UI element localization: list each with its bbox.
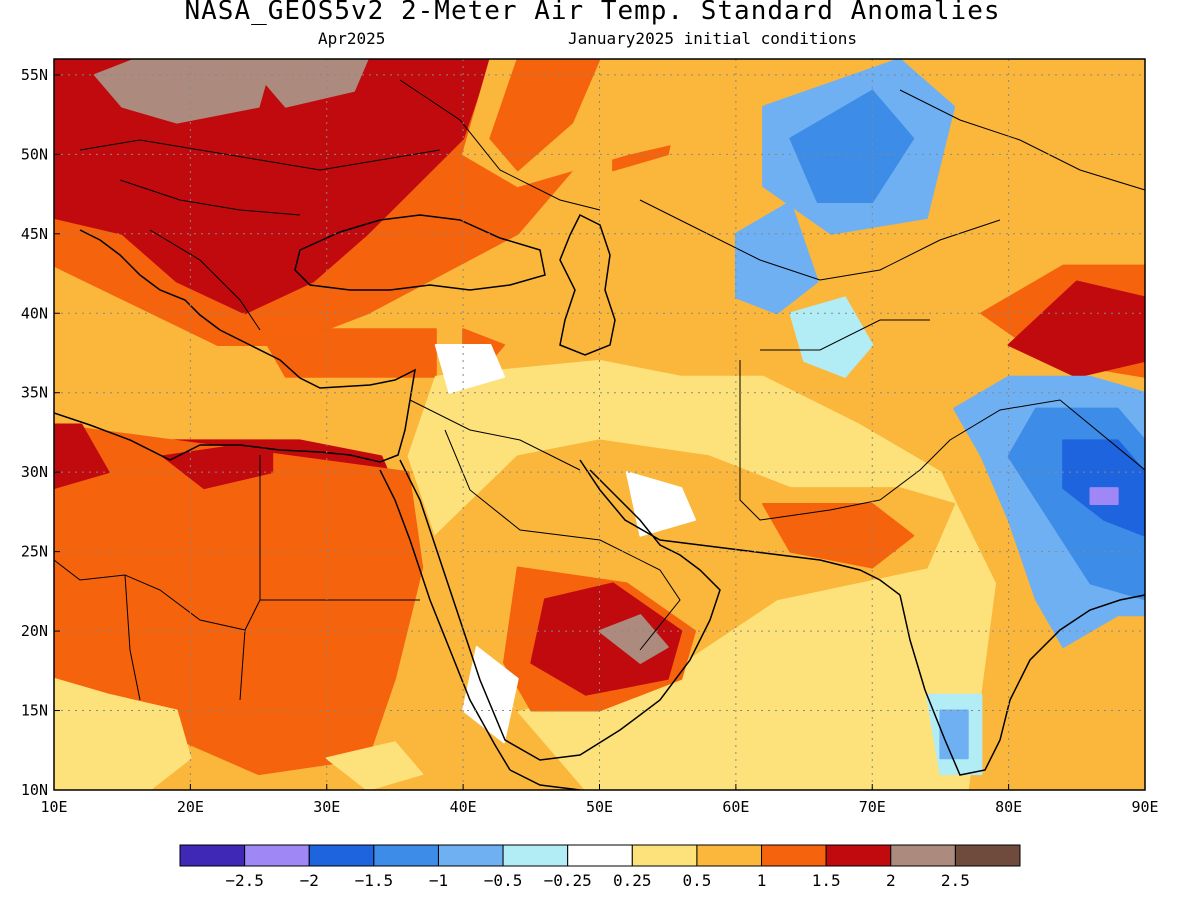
y-tick-label: 45N bbox=[21, 225, 48, 243]
colorbar-swatch bbox=[437, 844, 504, 867]
anomaly-region bbox=[1089, 487, 1119, 505]
red-sea-coast bbox=[379, 469, 511, 771]
x-tick-label: 70E bbox=[859, 798, 886, 816]
africa-east-coast bbox=[509, 769, 581, 790]
x-tick-label: 20E bbox=[177, 798, 204, 816]
colorbar-label: 1 bbox=[757, 871, 767, 890]
anomaly-region bbox=[1007, 280, 1145, 378]
coastlines bbox=[54, 213, 1145, 790]
anomaly-region bbox=[54, 677, 192, 790]
colorbar-swatch bbox=[308, 844, 375, 867]
anomaly-region bbox=[598, 614, 669, 664]
x-tick-label: 50E bbox=[586, 798, 613, 816]
colorbar-label: 1.5 bbox=[812, 871, 841, 890]
colorbar-label: 2.5 bbox=[941, 871, 970, 890]
colorbar-swatch bbox=[954, 844, 1021, 867]
gulf-coast bbox=[579, 459, 901, 596]
colorbar-label: −2.5 bbox=[225, 871, 264, 890]
colorbar-label: −1.5 bbox=[355, 871, 394, 890]
mediterranean-coast bbox=[54, 229, 416, 463]
x-tick-label: 40E bbox=[450, 798, 477, 816]
anomaly-region bbox=[789, 89, 915, 203]
map-title: NASA_GEOS5v2 2-Meter Air Temp. Standard … bbox=[184, 0, 1001, 26]
anomaly-region bbox=[257, 328, 437, 378]
initial-conditions: January2025 initial conditions bbox=[568, 29, 857, 48]
anomaly-region bbox=[625, 471, 696, 537]
y-tick-label: 20N bbox=[21, 622, 48, 640]
x-tick-label: 10E bbox=[40, 798, 67, 816]
anomaly-region bbox=[489, 59, 601, 172]
y-tick-label: 40N bbox=[21, 304, 48, 322]
arabia-coast bbox=[399, 459, 721, 761]
anomaly-region bbox=[530, 582, 683, 696]
longitude-ticks: 10E 20E 30E 40E 50E 60E 70E 80E 90E bbox=[40, 784, 1159, 816]
colorbar-swatch bbox=[567, 844, 633, 867]
colorbar-swatch bbox=[244, 844, 310, 867]
anomaly-region bbox=[789, 296, 874, 378]
colorbar-label: −1 bbox=[429, 871, 448, 890]
colorbar-swatch bbox=[696, 844, 763, 867]
anomaly-region bbox=[939, 709, 969, 760]
y-tick-label: 50N bbox=[21, 145, 48, 163]
anomaly-region bbox=[434, 344, 505, 394]
caspian-coast bbox=[559, 213, 616, 356]
colorbar-swatch bbox=[373, 844, 439, 867]
black-sea-coast bbox=[294, 214, 546, 291]
anomaly-region bbox=[54, 423, 110, 490]
colorbar-swatch bbox=[502, 844, 569, 867]
colorbar: −2.5 −2 −1.5 −1 −0.5 −0.25 0.25 0.5 1 1.5 2 2.5 bbox=[179, 844, 1021, 890]
india-coast bbox=[899, 594, 1145, 776]
graticule bbox=[54, 59, 1145, 790]
y-tick-label: 55N bbox=[21, 66, 48, 84]
y-tick-label: 30N bbox=[21, 463, 48, 481]
colorbar-swatch bbox=[631, 844, 698, 867]
colorbar-swatch bbox=[890, 844, 956, 867]
y-tick-label: 15N bbox=[21, 702, 48, 720]
anomaly-region bbox=[243, 59, 369, 108]
y-tick-label: 35N bbox=[21, 384, 48, 402]
y-tick-label: 10N bbox=[21, 781, 48, 799]
colorbar-label: −0.25 bbox=[544, 871, 592, 890]
colorbar-label: 0.25 bbox=[613, 871, 652, 890]
anomaly-region bbox=[762, 503, 915, 569]
colorbar-label: −0.5 bbox=[484, 871, 523, 890]
x-tick-label: 80E bbox=[995, 798, 1022, 816]
x-tick-label: 90E bbox=[1131, 798, 1158, 816]
x-tick-label: 30E bbox=[313, 798, 340, 816]
colorbar-label: 2 bbox=[886, 871, 896, 890]
colorbar-swatch bbox=[179, 844, 246, 867]
anomaly-region bbox=[734, 201, 819, 315]
colorbar-label: 0.5 bbox=[682, 871, 711, 890]
x-tick-label: 60E bbox=[722, 798, 749, 816]
colorbar-label: −2 bbox=[300, 871, 319, 890]
anomaly-region bbox=[966, 59, 1145, 203]
forecast-month: Apr2025 bbox=[318, 29, 386, 48]
anomaly-region bbox=[54, 59, 492, 315]
colorbar-swatch bbox=[761, 844, 827, 867]
colorbar-swatch bbox=[825, 844, 892, 867]
latitude-ticks: 55N 50N 45N 40N 35N 30N 25N 20N 15N 10N bbox=[21, 66, 60, 799]
borders bbox=[54, 79, 1145, 701]
y-tick-label: 25N bbox=[21, 543, 48, 561]
anomaly-region bbox=[325, 741, 424, 790]
